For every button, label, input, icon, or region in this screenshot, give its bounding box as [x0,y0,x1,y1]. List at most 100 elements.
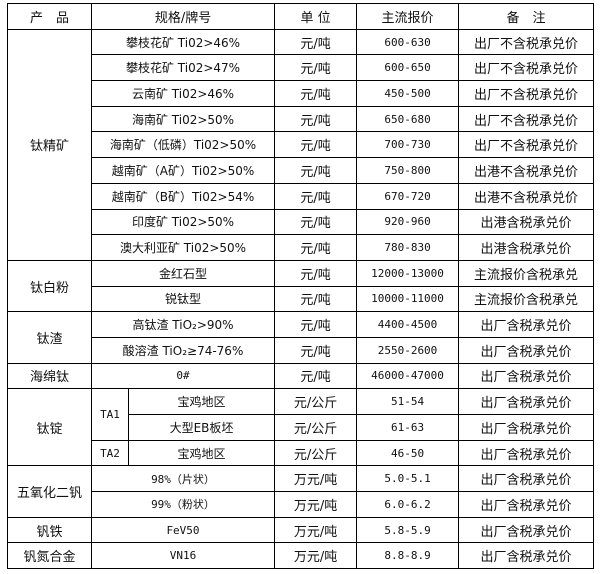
unit: 元/吨 [274,131,358,159]
spec: 印度矿 Ti02>50% [90,208,276,236]
spec: 越南矿（A矿）Ti02>50% [90,157,276,184]
unit: 元/吨 [274,362,358,390]
header-price: 主流报价 [356,3,460,30]
product-name: 钛精矿 [7,28,92,261]
table-row: 钒氮合金 VN16 万元/吨 8.8-8.9 出厂含税承兑价 [7,542,595,570]
unit: 元/吨 [274,182,358,210]
unit: 元/吨 [274,311,358,338]
price-table: 产 品 规格/牌号 单 位 主流报价 备 注 钛精矿 攀枝花矿 Ti02>46% 元… [7,3,595,570]
spec: 宝鸡地区 [127,388,276,415]
product-name: 五氧化二钒 [7,465,92,518]
table-row: 海南矿 Ti02>50% 元/吨 650-680 出厂不含税承兑价 [8,105,595,133]
price: 670-720 [356,182,460,210]
grade: TA2 [91,439,129,467]
header-note: 备 注 [458,3,595,30]
note: 出厂不含税承兑价 [458,28,595,56]
note: 出港不含税承兑价 [458,157,595,184]
note: 出港不含税承兑价 [458,182,595,210]
note: 出厂含税承兑价 [458,388,595,415]
table-row: 印度矿 Ti02>50% 元/吨 920-960 出港含税承兑价 [8,208,595,236]
header-row: 产 品 规格/牌号 单 位 主流报价 备 注 [7,3,595,30]
table-row: 越南矿（B矿）Ti02>54% 元/吨 670-720 出港不含税承兑价 [8,182,595,210]
note: 出厂含税承兑价 [458,465,595,493]
spec: 金红石型 [90,259,276,287]
product-name: 钒铁 [7,516,92,544]
table-row: 大型EB板坯 元/公斤 61-63 出厂含税承兑价 [8,414,595,441]
note: 出厂不含税承兑价 [458,80,595,107]
spec: 99%（粉状） [90,491,276,518]
table-row: 攀枝花矿 Ti02>47% 元/吨 600-650 出厂不含税承兑价 [8,54,595,82]
header-unit: 单 位 [274,3,358,30]
note: 出厂含税承兑价 [458,491,595,518]
note: 出港含税承兑价 [458,208,595,236]
table-row: TA2 宝鸡地区 元/公斤 46-50 出厂含税承兑价 [8,439,595,467]
unit: 万元/吨 [274,516,358,544]
note: 出厂含税承兑价 [458,414,595,441]
note: 出厂不含税承兑价 [458,105,595,133]
price: 51-54 [356,388,460,415]
note: 出厂含税承兑价 [458,516,595,544]
unit: 元/吨 [274,336,358,364]
unit: 元/吨 [274,208,358,236]
grade: TA1 [91,388,129,441]
note: 主流报价含税承兑 [458,259,595,287]
price: 5.0-5.1 [356,465,460,493]
note: 出港含税承兑价 [458,234,595,261]
note: 出厂不含税承兑价 [458,54,595,82]
price: 10000-11000 [356,285,460,313]
unit: 元/公斤 [274,388,358,415]
spec: 0# [90,362,276,390]
table-row: 钛精矿 攀枝花矿 Ti02>46% 元/吨 600-630 出厂不含税承兑价 [7,28,595,261]
table-row: 海南矿（低磷）Ti02>50% 元/吨 700-730 出厂不含税承兑价 [8,131,595,159]
spec: 98%（片状） [90,465,276,493]
product-name: 海绵钛 [7,362,92,390]
table-row: 越南矿（A矿）Ti02>50% 元/吨 750-800 出港不含税承兑价 [8,157,595,184]
unit: 元/吨 [274,80,358,107]
price: 600-630 [356,28,460,56]
note: 出厂不含税承兑价 [458,131,595,159]
unit: 元/吨 [274,105,358,133]
unit: 万元/吨 [274,465,358,493]
product-name: 钛锭 [7,388,92,467]
unit: 元/吨 [274,259,358,287]
spec: 酸溶渣 TiO₂≥74-76% [90,336,276,364]
price: 12000-13000 [356,259,460,287]
spec: 海南矿（低磷）Ti02>50% [90,131,276,159]
table-row: 钛白粉 金红石型 元/吨 12000-13000 主流报价含税承兑 [7,259,595,313]
note: 出厂含税承兑价 [458,336,595,364]
price: 46000-47000 [356,362,460,390]
header-product: 产 品 [7,3,92,30]
spec: 高钛渣 TiO₂>90% [90,311,276,338]
price: 46-50 [356,439,460,467]
price: 750-800 [356,157,460,184]
spec: 锐钛型 [90,285,276,313]
price: 2550-2600 [356,336,460,364]
unit: 元/公斤 [274,439,358,467]
unit: 元/公斤 [274,414,358,441]
price: 6.0-6.2 [356,491,460,518]
table-row: 澳大利亚矿 Ti02>50% 元/吨 780-830 出港含税承兑价 [8,234,595,261]
spec: 大型EB板坯 [127,414,276,441]
spec: 宝鸡地区 [127,439,276,467]
price: 650-680 [356,105,460,133]
table-row: 酸溶渣 TiO₂≥74-76% 元/吨 2550-2600 出厂含税承兑价 [8,336,595,364]
unit: 元/吨 [274,157,358,184]
table-row: 海绵钛 0# 元/吨 46000-47000 出厂含税承兑价 [7,362,595,390]
spec: 海南矿 Ti02>50% [90,105,276,133]
unit: 元/吨 [274,285,358,313]
table-row: 锐钛型 元/吨 10000-11000 主流报价含税承兑 [8,285,595,313]
unit: 元/吨 [274,54,358,82]
price: 8.8-8.9 [356,542,460,570]
spec: 澳大利亚矿 Ti02>50% [90,234,276,261]
price: 5.8-5.9 [356,516,460,544]
note: 出厂含税承兑价 [458,439,595,467]
unit: 元/吨 [274,234,358,261]
spec: FeV50 [90,516,276,544]
price: 780-830 [356,234,460,261]
table-row: 五氧化二钒 98%（片状） 万元/吨 5.0-5.1 出厂含税承兑价 [7,465,595,518]
spec: 越南矿（B矿）Ti02>54% [90,182,276,210]
product-name: 钛渣 [7,311,92,364]
note: 出厂含税承兑价 [458,311,595,338]
product-name: 钛白粉 [7,259,92,313]
price: 700-730 [356,131,460,159]
